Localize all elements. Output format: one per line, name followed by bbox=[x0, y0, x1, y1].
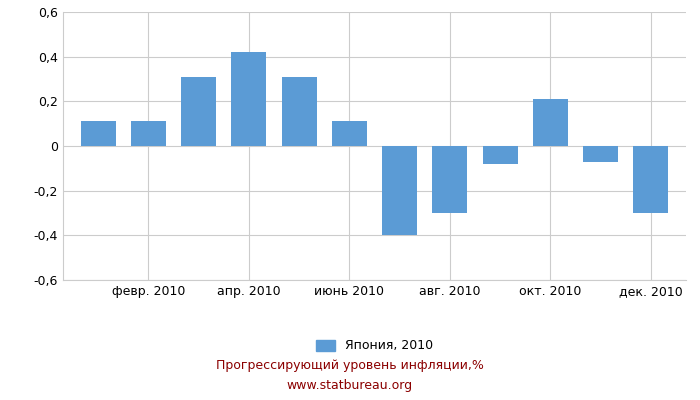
Bar bbox=[583, 146, 618, 162]
Text: www.statbureau.org: www.statbureau.org bbox=[287, 380, 413, 392]
Bar bbox=[533, 99, 568, 146]
Bar bbox=[181, 77, 216, 146]
Bar bbox=[433, 146, 468, 213]
Bar bbox=[80, 122, 116, 146]
Bar bbox=[634, 146, 668, 213]
Text: Прогрессирующий уровень инфляции,%: Прогрессирующий уровень инфляции,% bbox=[216, 360, 484, 372]
Bar bbox=[281, 77, 316, 146]
Bar bbox=[332, 122, 367, 146]
Bar bbox=[131, 122, 166, 146]
Legend: Япония, 2010: Япония, 2010 bbox=[311, 334, 438, 358]
Bar bbox=[231, 52, 267, 146]
Bar bbox=[482, 146, 518, 164]
Bar bbox=[382, 146, 417, 235]
